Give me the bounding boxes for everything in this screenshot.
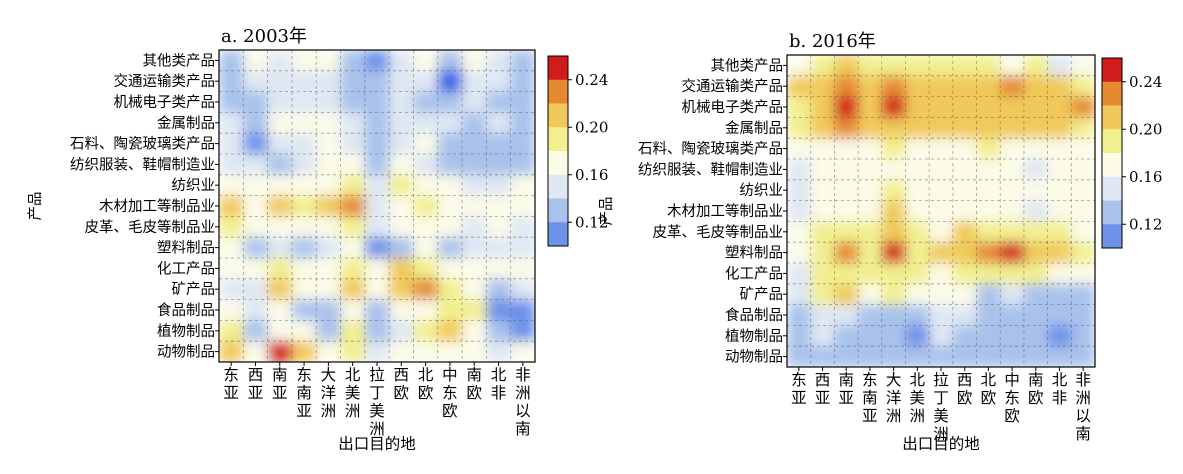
- gridlines: [787, 55, 1095, 367]
- y-tick-label: 矿产品: [172, 281, 216, 298]
- y-tick-label: 化工产品: [157, 260, 215, 277]
- colorbar-segment: [1102, 224, 1122, 249]
- colorbar-tick-label: 0.20: [575, 118, 608, 136]
- x-tick-label: 南欧: [1028, 371, 1044, 407]
- colorbar-tick-label: 0.20: [1129, 120, 1162, 138]
- colorbar-tick-label: 0.24: [1129, 73, 1162, 91]
- y-tick-label: 纺织服装、鞋帽制造业: [70, 156, 215, 173]
- y-tick-label: 植物制品: [725, 328, 783, 345]
- panel-2016: b. 2016年其他类产品交通运输类产品机械电子类产品金属制品石料、陶瓷玻璃类产…: [598, 31, 1162, 453]
- x-tick-label: 南亚: [838, 371, 854, 407]
- x-tick-label: 东南亚: [862, 371, 878, 425]
- colorbar-segment: [1102, 58, 1122, 83]
- colorbar-segment: [1102, 153, 1122, 178]
- y-tick-label: 矿产品: [740, 286, 784, 303]
- colorbar-tick-label: 0.24: [575, 71, 608, 89]
- x-tick-label: 西欧: [394, 366, 410, 402]
- y-tick-label: 其他类产品: [711, 57, 784, 74]
- x-tick-label: 西欧: [957, 371, 973, 407]
- colorbar-segment: [1102, 105, 1122, 130]
- x-tick-label: 北美洲: [345, 366, 361, 420]
- gridlines: [219, 50, 535, 362]
- y-tick-label: 机械电子类产品: [114, 94, 216, 111]
- colorbar-segment: [1102, 200, 1122, 225]
- x-tick-label: 东亚: [791, 371, 807, 407]
- y-tick-label: 塑料制品: [725, 245, 783, 262]
- chart-title: a. 2003年: [221, 26, 307, 47]
- x-tick-label: 非洲以南: [1075, 371, 1091, 443]
- y-tick-label: 植物制品: [157, 323, 215, 340]
- colorbar-segment: [1102, 129, 1122, 154]
- y-tick-label: 食品制品: [157, 302, 215, 319]
- y-tick-label: 石料、陶瓷玻璃类产品: [70, 136, 215, 153]
- y-tick-label: 木材加工等制品业: [667, 202, 783, 220]
- x-tick-label: 北美洲: [910, 371, 926, 425]
- x-tick-label: 北非: [1052, 371, 1068, 407]
- x-tick-label: 北非: [491, 366, 507, 402]
- colorbar-tick-label: 0.12: [1129, 215, 1162, 233]
- colorbar-segment: [548, 79, 568, 104]
- colorbar-segment: [548, 127, 568, 152]
- y-tick-label: 交通运输类产品: [682, 77, 784, 95]
- x-tick-label: 中东欧: [1004, 371, 1020, 425]
- colorbar-segment: [548, 174, 568, 199]
- y-tick-label: 木材加工等制品业: [99, 197, 215, 215]
- y-tick-label: 纺织业: [172, 177, 216, 194]
- colorbar-segment: [548, 103, 568, 128]
- x-tick-label: 西亚: [248, 366, 264, 402]
- colorbar-segment: [548, 222, 568, 247]
- colorbar: 0.24 0.20 0.16 0.12: [547, 55, 608, 247]
- x-tick-label: 南欧: [466, 366, 482, 402]
- y-tick-label: 金属制品: [725, 120, 783, 137]
- y-tick-label: 其他类产品: [143, 52, 216, 69]
- x-tick-label: 南亚: [272, 366, 288, 402]
- colorbar-tick-label: 0.12: [575, 213, 608, 231]
- y-tick-labels: 其他类产品交通运输类产品机械电子类产品金属制品石料、陶瓷玻璃类产品纺织服装、鞋帽…: [70, 52, 219, 361]
- chart-title: b. 2016年: [789, 31, 876, 52]
- y-axis-label: 产品: [27, 192, 44, 221]
- y-tick-labels: 其他类产品交通运输类产品机械电子类产品金属制品石料、陶瓷玻璃类产品纺织服装、鞋帽…: [638, 57, 787, 366]
- y-tick-label: 机械电子类产品: [682, 99, 784, 116]
- x-tick-label: 大洋洲: [321, 366, 337, 420]
- x-axis-label: 出口目的地: [338, 435, 416, 453]
- colorbar-segment: [1102, 81, 1122, 106]
- x-tick-label: 北欧: [418, 366, 434, 402]
- x-tick-label: 拉丁美洲: [369, 366, 385, 438]
- colorbar-segment: [548, 151, 568, 176]
- colorbar-tick-label: 0.16: [575, 166, 608, 184]
- colorbar-tick-label: 0.16: [1129, 168, 1162, 186]
- x-tick-label: 中东欧: [442, 366, 458, 420]
- contour-smoothing: [787, 55, 1095, 367]
- y-tick-label: 金属制品: [157, 115, 215, 132]
- x-tick-label: 拉丁美洲: [933, 371, 949, 443]
- y-tick-label: 纺织业: [740, 182, 784, 199]
- y-tick-label: 皮革、毛皮等制品业: [653, 223, 784, 241]
- y-axis-label: 产品: [598, 197, 615, 226]
- y-tick-label: 食品制品: [725, 307, 783, 324]
- colorbar: 0.24 0.20 0.16 0.12: [1101, 57, 1162, 249]
- x-tick-label: 大洋洲: [886, 371, 902, 425]
- y-tick-label: 塑料制品: [157, 240, 215, 257]
- x-tick-label: 东南亚: [296, 366, 312, 420]
- panel-2003: a. 2003年其他类产品交通运输类产品机械电子类产品金属制品石料、陶瓷玻璃类产…: [27, 26, 608, 453]
- x-tick-label: 西亚: [815, 371, 831, 407]
- y-tick-label: 石料、陶瓷玻璃类产品: [638, 141, 783, 158]
- colorbar-segment: [1102, 176, 1122, 201]
- y-tick-label: 皮革、毛皮等制品业: [85, 218, 216, 236]
- colorbar-segment: [548, 56, 568, 81]
- x-axis-label: 出口目的地: [902, 435, 980, 453]
- y-tick-label: 动物制品: [157, 344, 215, 361]
- y-tick-label: 纺织服装、鞋帽制造业: [638, 161, 783, 178]
- colorbar-segment: [548, 198, 568, 223]
- y-tick-label: 化工产品: [725, 265, 783, 282]
- x-tick-label: 东亚: [223, 366, 239, 402]
- y-tick-label: 交通运输类产品: [114, 72, 216, 90]
- x-tick-label: 北欧: [981, 371, 997, 407]
- y-tick-label: 动物制品: [725, 349, 783, 366]
- x-tick-label: 非洲以南: [515, 366, 531, 438]
- contour-smoothing: [219, 50, 535, 362]
